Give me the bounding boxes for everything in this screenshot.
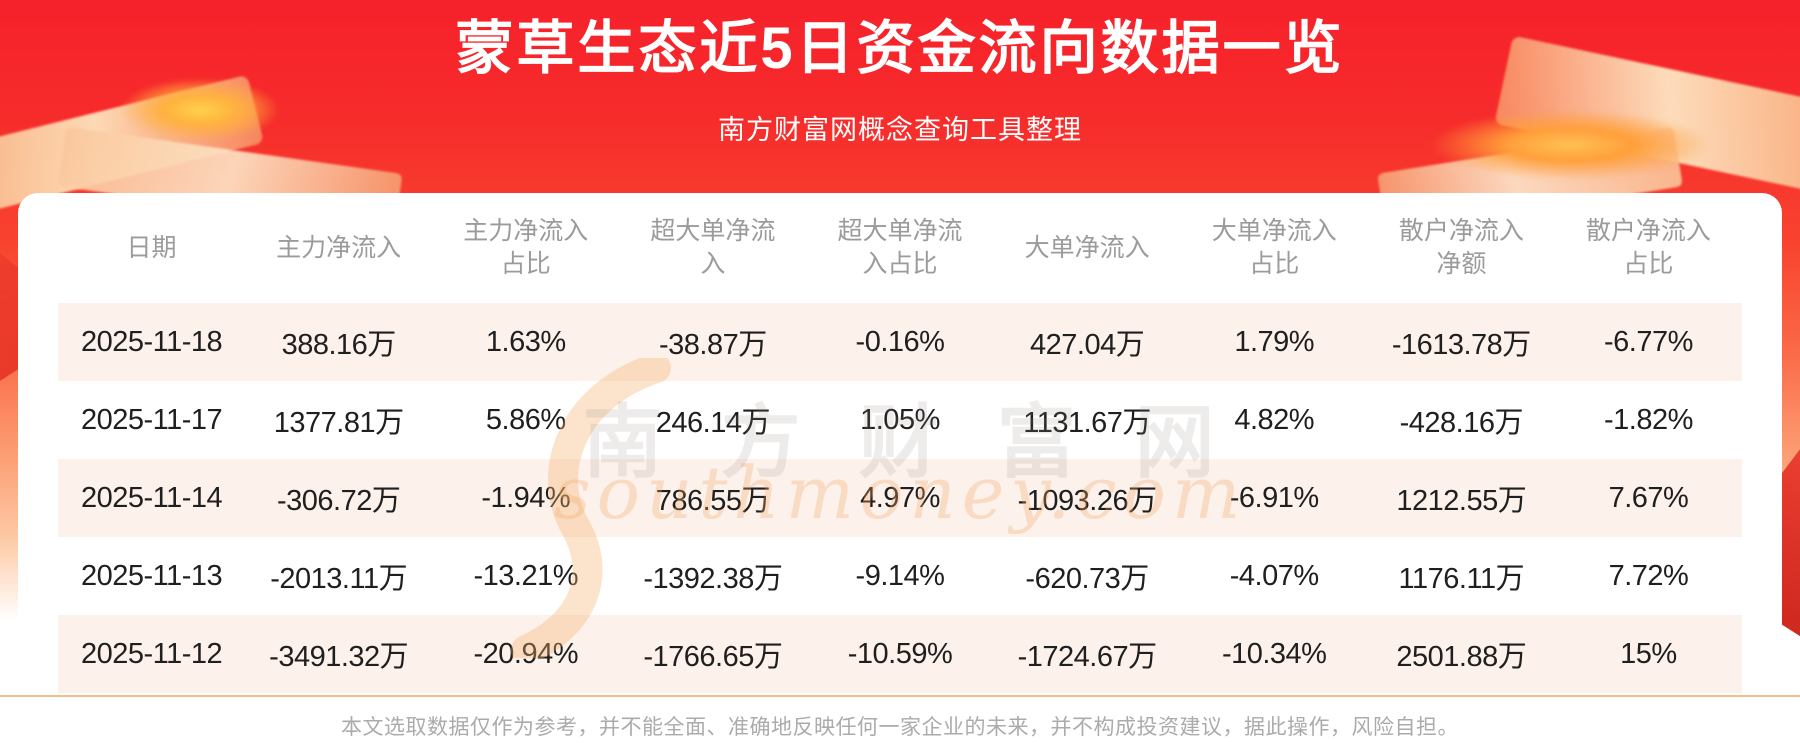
table-cell: -1093.26万 xyxy=(1017,485,1158,517)
column-header: 主力净流入 xyxy=(276,233,402,262)
table-cell: 427.04万 xyxy=(1030,329,1145,361)
table-cell: -1.94% xyxy=(481,481,571,514)
table-cell: -20.94% xyxy=(473,637,579,670)
table-cell: -13.21% xyxy=(473,559,579,592)
table-cell: -2013.11万 xyxy=(270,563,408,595)
table-cell: 1.63% xyxy=(485,325,566,358)
table-row: 2025-11-17 1377.81万 5.86% 246.14万 1.05% 1131.… xyxy=(58,381,1742,459)
table-cell: -428.16万 xyxy=(1399,407,1524,439)
column-header: 散户净流入 净额 xyxy=(1398,217,1524,278)
table-cell: -1613.78万 xyxy=(1391,329,1532,361)
table-header-row: 日期 主力净流入 主力净流入 占比 超大单净流 入超大单净流 入占比 大单净流入 大单净流… xyxy=(58,193,1742,303)
table-cell: 1176.11万 xyxy=(1398,563,1525,595)
table-cell: 4.82% xyxy=(1234,403,1315,436)
column-header: 超大单净流 入占比 xyxy=(837,217,963,278)
table-cell: 1.79% xyxy=(1234,325,1315,358)
table-cell: -38.87万 xyxy=(659,329,767,361)
table-cell: -306.72万 xyxy=(276,485,401,517)
column-header: 超大单净流 入 xyxy=(650,217,776,278)
table-cell: 2025-11-14 xyxy=(80,481,223,514)
disclaimer-text: 本文选取数据仅作为参考，并不能全面、准确地反映任何一家企业的未来，并不构成投资建… xyxy=(341,716,1459,739)
table-cell: 1.05% xyxy=(860,403,940,436)
table-cell: 7.67% xyxy=(1608,481,1689,514)
table-cell: 15% xyxy=(1620,637,1677,670)
column-header: 日期 xyxy=(126,233,177,262)
table-cell: -6.91% xyxy=(1229,481,1319,514)
table-cell: 2025-11-12 xyxy=(80,637,223,670)
table-cell: 786.55万 xyxy=(655,485,771,517)
table-cell: 2025-11-13 xyxy=(80,559,223,592)
table-row: 2025-11-13 -2013.11万 -13.21% -1392.38万 -9.14… xyxy=(58,537,1742,615)
table-cell: -3491.32万 xyxy=(269,641,409,673)
table-cell: -1724.67万 xyxy=(1017,641,1158,673)
table-body: 2025-11-18 388.16万 1.63% -38.87万 -0.16% 427.0… xyxy=(58,303,1742,693)
table-cell: 4.97% xyxy=(860,481,940,514)
page-title: 蒙草生态近5日资金流向数据一览 xyxy=(455,16,1345,81)
table-cell: 1377.81万 xyxy=(273,407,404,439)
table-cell: -10.59% xyxy=(847,637,953,670)
table-cell: 388.16万 xyxy=(281,329,397,361)
table-cell: -9.14% xyxy=(855,559,945,592)
table-cell: 2025-11-17 xyxy=(80,403,223,436)
table-cell: 2025-11-18 xyxy=(80,325,223,358)
table-cell: 1131.67万 xyxy=(1023,407,1151,439)
column-header: 大单净流入 xyxy=(1024,233,1150,262)
table-cell: -10.34% xyxy=(1221,637,1327,670)
table-cell: 7.72% xyxy=(1608,559,1689,592)
table-cell: 1212.55万 xyxy=(1396,485,1527,517)
table-cell: -6.77% xyxy=(1603,325,1693,358)
table-cell: -4.07% xyxy=(1229,559,1319,592)
table-cell: 246.14万 xyxy=(655,407,771,439)
data-table-card: 日期 主力净流入 主力净流入 占比 超大单净流 入超大单净流 入占比 大单净流入 大单净流… xyxy=(18,193,1782,693)
column-header: 主力净流入 占比 xyxy=(463,217,589,278)
column-header: 大单净流入 占比 xyxy=(1211,217,1337,278)
gold-glow-decoration-left-icon xyxy=(120,78,280,142)
table-cell: -1766.65万 xyxy=(643,641,783,673)
table-cell: -1392.38万 xyxy=(643,563,783,595)
table-cell: -620.73万 xyxy=(1025,563,1149,595)
table-cell: 5.86% xyxy=(485,403,566,436)
table-row: 2025-11-14 -306.72万 -1.94% 786.55万 4.97% -109… xyxy=(58,459,1742,537)
gold-glow-decoration-right-icon xyxy=(1430,110,1710,180)
table-cell: -0.16% xyxy=(855,325,945,358)
page-subtitle: 南方财富网概念查询工具整理 xyxy=(718,115,1082,145)
bottom-divider xyxy=(0,695,1800,697)
table-cell: -1.82% xyxy=(1603,403,1693,436)
column-header: 散户净流入 占比 xyxy=(1585,217,1711,278)
table-cell: 2501.88万 xyxy=(1396,641,1527,673)
table-row: 2025-11-18 388.16万 1.63% -38.87万 -0.16% 427.0… xyxy=(58,303,1742,381)
table-row: 2025-11-12 -3491.32万 -20.94% -1766.65万 -10.5… xyxy=(58,615,1742,693)
